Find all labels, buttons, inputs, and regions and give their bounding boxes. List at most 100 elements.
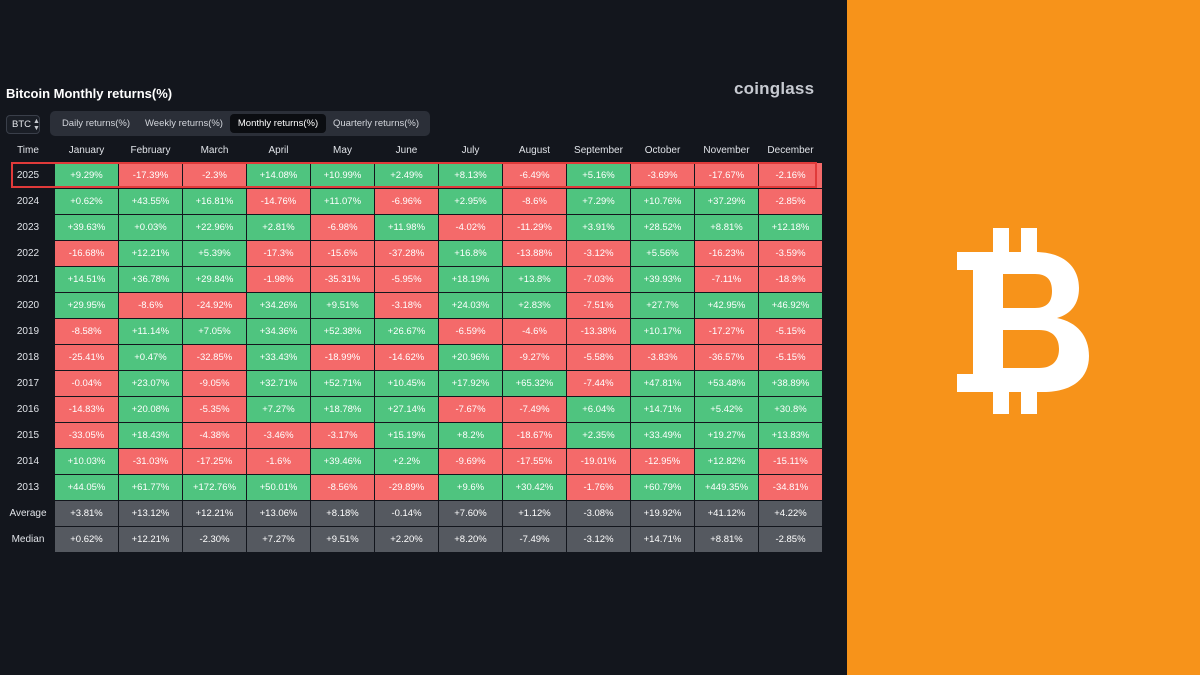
summary-row-average: Average +3.81% +13.12% +12.21% +13.06% +8.18%…: [2, 501, 822, 526]
return-cell: +5.42%: [695, 397, 758, 422]
summary-cell: +8.81%: [695, 527, 758, 552]
table-row-2019: 2019 -8.58% +11.14% +7.05% +34.36% +52.38% +26…: [2, 319, 822, 344]
tab-weekly-returns[interactable]: Weekly returns(%): [145, 118, 223, 129]
page-title: Bitcoin Monthly returns(%): [6, 86, 173, 101]
column-header-june: June: [395, 144, 418, 156]
return-cell: +27.14%: [375, 397, 438, 422]
return-cell: +9.51%: [311, 293, 374, 318]
return-cell: -5.58%: [567, 345, 630, 370]
return-cell: -13.88%: [503, 241, 566, 266]
return-cell: +5.56%: [631, 241, 694, 266]
return-cell: +8.2%: [439, 423, 502, 448]
summary-cell: +19.92%: [631, 501, 694, 526]
return-cell: -2.85%: [759, 189, 822, 214]
return-cell: -25.41%: [55, 345, 118, 370]
return-cell: -3.83%: [631, 345, 694, 370]
year-label: 2022: [2, 241, 54, 266]
chevron-updown-icon: ▲ ▼: [33, 117, 40, 132]
return-cell: +52.38%: [311, 319, 374, 344]
return-cell: +20.96%: [439, 345, 502, 370]
return-cell: +0.62%: [55, 189, 118, 214]
return-cell: -36.57%: [695, 345, 758, 370]
return-cell: +39.63%: [55, 215, 118, 240]
return-cell: +43.55%: [119, 189, 182, 214]
return-cell: -29.89%: [375, 475, 438, 500]
coin-selector[interactable]: BTC ▲ ▼: [6, 115, 40, 134]
return-cell: +2.49%: [375, 163, 438, 188]
return-cell: +5.39%: [183, 241, 246, 266]
coin-selector-value: BTC: [12, 119, 31, 130]
return-cell: +28.52%: [631, 215, 694, 240]
return-cell: +22.96%: [183, 215, 246, 240]
return-cell: -4.6%: [503, 319, 566, 344]
return-cell: -3.69%: [631, 163, 694, 188]
return-cell: -5.15%: [759, 319, 822, 344]
table-row-2023: 2023 +39.63% +0.03% +22.96% +2.81% -6.98% +11.…: [2, 215, 822, 240]
return-cell: -16.23%: [695, 241, 758, 266]
return-cell: -8.56%: [311, 475, 374, 500]
summary-cell: +7.27%: [247, 527, 310, 552]
return-cell: +2.2%: [375, 449, 438, 474]
return-cell: +36.78%: [119, 267, 182, 292]
return-cell: -14.76%: [247, 189, 310, 214]
return-cell: +8.13%: [439, 163, 502, 188]
year-label: 2017: [2, 371, 54, 396]
summary-row-median: Median +0.62% +12.21% -2.30% +7.27% +9.51% +2.…: [2, 527, 822, 552]
table-row-2015: 2015 -33.05% +18.43% -4.38% -3.46% -3.17% +15.…: [2, 423, 822, 448]
return-cell: +15.19%: [375, 423, 438, 448]
return-cell: -2.16%: [759, 163, 822, 188]
return-cell: +34.36%: [247, 319, 310, 344]
table-body: 2025 +9.29% -17.39% -2.3% +14.08% +10.99% +2.4…: [2, 163, 822, 552]
tab-monthly-returns[interactable]: Monthly returns(%): [230, 114, 326, 133]
return-cell: -18.67%: [503, 423, 566, 448]
return-cell: +10.03%: [55, 449, 118, 474]
column-header-february: February: [130, 144, 171, 156]
summary-cell: +41.12%: [695, 501, 758, 526]
return-cell: +10.99%: [311, 163, 374, 188]
summary-cell: +13.06%: [247, 501, 310, 526]
return-cell: +24.03%: [439, 293, 502, 318]
return-cell: -3.46%: [247, 423, 310, 448]
tab-daily-returns[interactable]: Daily returns(%): [61, 118, 131, 129]
return-cell: -33.05%: [55, 423, 118, 448]
return-cell: -17.67%: [695, 163, 758, 188]
column-header-time: Time: [17, 144, 39, 156]
return-cell: +7.27%: [247, 397, 310, 422]
return-cell: +18.43%: [119, 423, 182, 448]
return-cell: +172.76%: [183, 475, 246, 500]
return-cell: -1.6%: [247, 449, 310, 474]
return-cell: -7.49%: [503, 397, 566, 422]
year-label: 2023: [2, 215, 54, 240]
return-cell: +2.95%: [439, 189, 502, 214]
return-cell: +3.91%: [567, 215, 630, 240]
summary-cell: -7.49%: [503, 527, 566, 552]
return-cell: -9.27%: [503, 345, 566, 370]
return-cell: +11.98%: [375, 215, 438, 240]
return-cell: -17.55%: [503, 449, 566, 474]
return-cell: +65.32%: [503, 371, 566, 396]
return-cell: +37.29%: [695, 189, 758, 214]
return-cell: +18.19%: [439, 267, 502, 292]
return-cell: -18.99%: [311, 345, 374, 370]
return-cell: +38.89%: [759, 371, 822, 396]
summary-cell: +13.12%: [119, 501, 182, 526]
column-header-july: July: [461, 144, 480, 156]
summary-cell: +9.51%: [311, 527, 374, 552]
return-cell: -35.31%: [311, 267, 374, 292]
return-cell: -11.29%: [503, 215, 566, 240]
return-cell: +34.26%: [247, 293, 310, 318]
summary-label: Average: [2, 501, 54, 526]
return-cell: -8.58%: [55, 319, 118, 344]
summary-cell: +0.62%: [55, 527, 118, 552]
return-cell: +44.05%: [55, 475, 118, 500]
header-row: Time January February March April May June July…: [2, 138, 822, 162]
table-row-2017: 2017 -0.04% +23.07% -9.05% +32.71% +52.71% +10…: [2, 371, 822, 396]
return-cell: +6.04%: [567, 397, 630, 422]
tab-quarterly-returns[interactable]: Quarterly returns(%): [332, 118, 420, 129]
year-label: 2025: [2, 163, 54, 188]
return-cell: -7.67%: [439, 397, 502, 422]
column-header-may: May: [333, 144, 352, 156]
column-header-december: December: [767, 144, 814, 156]
return-cell: -15.11%: [759, 449, 822, 474]
summary-label: Median: [2, 527, 54, 552]
